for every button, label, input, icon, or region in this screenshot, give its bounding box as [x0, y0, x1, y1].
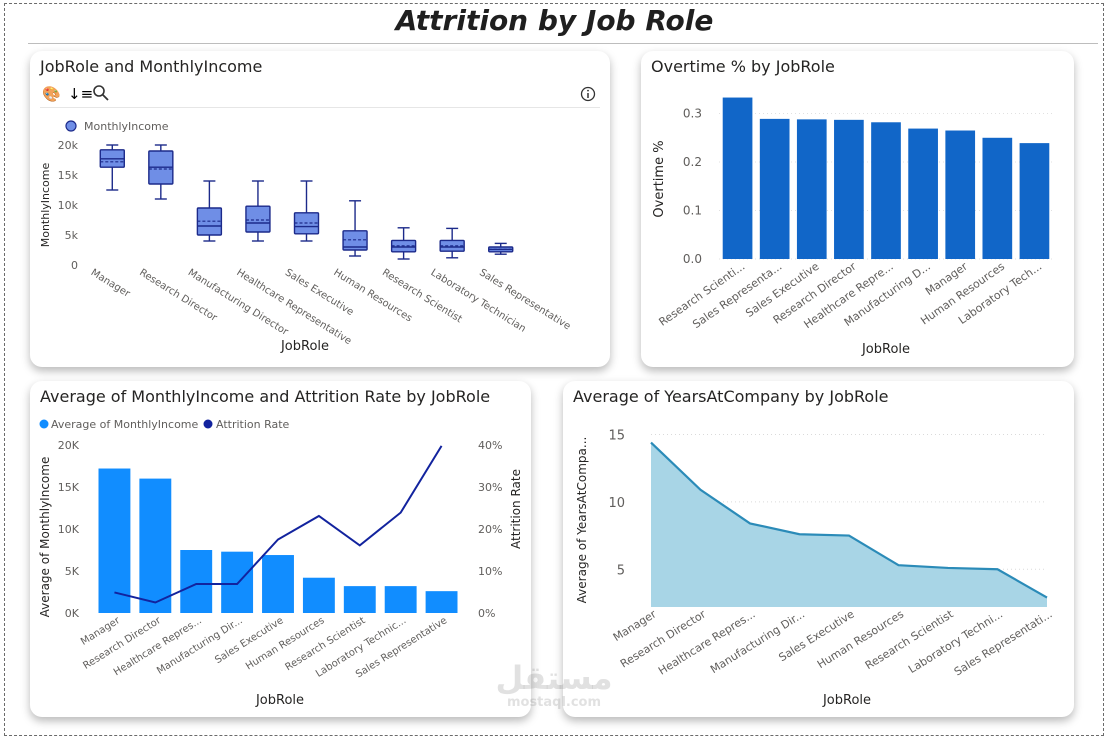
y-tick-label: 20k — [58, 139, 79, 152]
overtime-bar — [908, 128, 938, 259]
legend-marker-attrition — [203, 419, 213, 429]
overtime-bar — [1019, 143, 1050, 259]
legend-label-income: Average of MonthlyIncome — [51, 418, 199, 431]
overtime-bar — [759, 118, 790, 259]
x-axis-title: JobRole — [822, 693, 871, 708]
y-axis-title: Average of MonthlyIncome — [38, 457, 52, 618]
y-tick-label: 0.3 — [683, 107, 702, 121]
income-bar — [262, 555, 294, 613]
overtime-bar — [871, 122, 901, 259]
x-axis-title: JobRole — [280, 339, 329, 354]
y-tick-label: 5k — [65, 229, 79, 242]
legend-label: MonthlyIncome — [84, 120, 169, 133]
y-tick-label: 0.0 — [683, 252, 702, 266]
combo-card[interactable]: Average of MonthlyIncome and Attrition R… — [30, 381, 531, 717]
combo-title: Average of MonthlyIncome and Attrition R… — [40, 387, 491, 406]
y-tick-label: 10k — [58, 199, 79, 212]
legend-marker — [65, 120, 77, 132]
watermark-url: mostaql.com — [506, 695, 602, 710]
overtime-bar — [834, 119, 864, 260]
income-bar — [343, 586, 376, 613]
y-tick-label: 0 — [71, 259, 78, 272]
x-tick-label: Manager — [89, 267, 133, 300]
y-tick-label: 0.1 — [683, 204, 702, 218]
overtime-title: Overtime % by JobRole — [651, 57, 835, 76]
y-tick-label: 20K — [58, 439, 80, 452]
area-title: Average of YearsAtCompany by JobRole — [573, 387, 889, 406]
y-tick-label: 0.2 — [683, 155, 702, 169]
x-tick-label: Human Resources — [815, 607, 906, 671]
overtime-bar — [945, 130, 976, 259]
legend-marker-income — [39, 419, 49, 429]
boxplot-title: JobRole and MonthlyIncome — [40, 57, 263, 76]
box-iqr — [245, 205, 271, 233]
years-area — [651, 442, 1047, 607]
y-axis-title: MonthlyIncome — [39, 163, 52, 248]
legend-label-attrition: Attrition Rate — [216, 418, 290, 431]
combo-chart: Average of MonthlyIncome Attrition Rate 0K… — [38, 418, 523, 708]
watermark: مستقل mostaql.com — [484, 660, 624, 710]
y-tick-label: 10K — [58, 523, 80, 536]
y-tick-label: 0K — [65, 607, 80, 620]
y2-tick-label: 40% — [478, 439, 502, 452]
income-bar — [425, 591, 458, 613]
box-iqr — [342, 230, 368, 251]
overtime-bar — [982, 137, 1013, 259]
income-bar — [302, 577, 335, 613]
x-tick-label: Research Scientist — [380, 267, 464, 325]
y2-tick-label: 0% — [478, 607, 495, 620]
y-tick-label: 10 — [608, 496, 625, 511]
boxplot-card[interactable]: JobRole and MonthlyIncome 🎨 ↓≡ MonthlyIn… — [30, 51, 610, 367]
y-tick-label: 5K — [65, 565, 80, 578]
x-tick-label: Manufacturing Dir... — [708, 608, 807, 677]
sort-icon[interactable]: ↓≡ — [68, 85, 94, 103]
overtime-bar — [796, 119, 827, 259]
x-axis-title: JobRole — [861, 342, 910, 357]
y-tick-label: 15 — [608, 428, 625, 443]
income-bar — [180, 550, 213, 613]
income-bar — [221, 551, 254, 613]
dashboard-frame — [4, 3, 1104, 736]
overtime-bar — [722, 97, 753, 259]
x-tick-label: Laboratory Technician — [429, 267, 528, 335]
income-bar — [98, 468, 131, 613]
y2-tick-label: 10% — [478, 565, 502, 578]
y-axis-title: Average of YearsAtCompa... — [575, 437, 589, 604]
x-tick-label: Sales Executive — [213, 615, 285, 666]
toolbar-divider — [40, 107, 600, 108]
income-bar — [384, 586, 417, 613]
area-card[interactable]: Average of YearsAtCompany by JobRole 5 10… — [563, 381, 1074, 717]
income-bar — [139, 478, 172, 613]
y-axis-title: Overtime % — [652, 140, 667, 217]
y-tick-label: 5 — [617, 563, 625, 578]
boxplot-chart: MonthlyIncome 0 5k 10k 15k 20k MonthlyIncome Ma… — [39, 120, 572, 354]
y2-axis-title: Attrition Rate — [509, 469, 523, 549]
y-tick-label: 15K — [58, 481, 80, 494]
x-axis-title: JobRole — [255, 693, 304, 708]
y2-tick-label: 30% — [478, 481, 502, 494]
x-tick-label: Human Resources — [331, 267, 413, 324]
palette-icon[interactable]: 🎨 — [42, 85, 61, 103]
overtime-card[interactable]: Overtime % by JobRole 0.0 0.1 0.2 0.3 Overti… — [641, 51, 1074, 367]
watermark-logo: مستقل — [495, 659, 613, 697]
y2-tick-label: 20% — [478, 523, 502, 536]
page-title: Attrition by Job Role — [395, 4, 714, 37]
y-tick-label: 15k — [58, 169, 79, 182]
title-divider — [28, 43, 1098, 44]
